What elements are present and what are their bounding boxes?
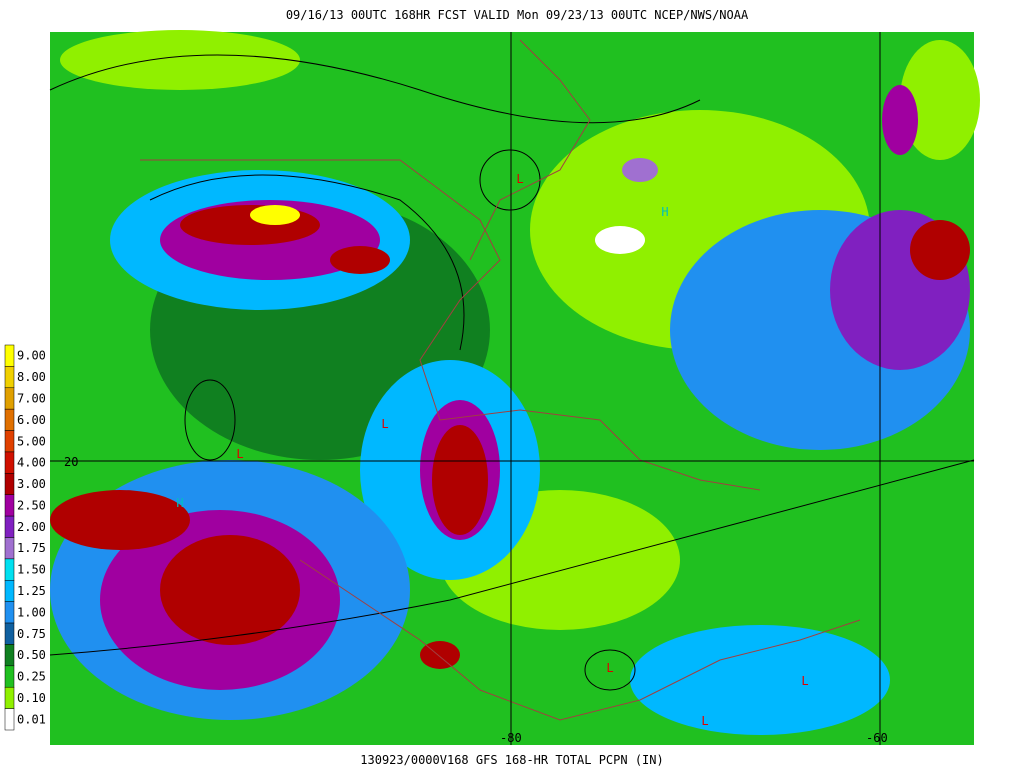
graticule (50, 32, 974, 745)
legend-label: 1.25 (17, 584, 46, 598)
legend-swatch (4, 515, 15, 538)
pressure-markers: L H L L H L L L (176, 172, 808, 728)
legend-label: 5.00 (17, 434, 46, 448)
legend-label: 3.00 (17, 477, 46, 491)
legend-swatch (4, 644, 15, 667)
legend-label: 8.00 (17, 370, 46, 384)
legend-swatch (4, 344, 15, 367)
pressure-marker: L (516, 172, 523, 186)
legend-label: 1.50 (17, 563, 46, 577)
legend-label: 1.75 (17, 541, 46, 555)
legend-swatch (4, 451, 15, 474)
legend-label: 1.00 (17, 605, 46, 619)
header-title: 09/16/13 00UTC 168HR FCST VALID Mon 09/2… (286, 8, 749, 22)
legend-swatch (4, 537, 15, 560)
legend: 9.00 8.00 7.00 6.00 5.00 4.00 3.00 2.50 2.00 1.75… (4, 344, 46, 731)
legend-swatch (4, 408, 15, 431)
legend-swatch (4, 601, 15, 624)
pressure-marker: L (236, 447, 243, 461)
precip-field (50, 30, 980, 735)
legend-swatch (4, 366, 15, 389)
legend-label: 2.50 (17, 498, 46, 512)
legend-swatch (4, 622, 15, 645)
legend-label: 2.00 (17, 520, 46, 534)
legend-swatch (4, 430, 15, 453)
legend-swatch (4, 558, 15, 581)
legend-label: 9.00 (17, 349, 46, 363)
legend-label: 0.50 (17, 648, 46, 662)
legend-swatch (4, 665, 15, 688)
legend-swatch (4, 387, 15, 410)
map: 20 -80 -60 L H L L H L L L (49, 30, 980, 745)
lon-label: -80 (500, 731, 522, 745)
legend-label: 6.00 (17, 413, 46, 427)
legend-swatch (4, 580, 15, 602)
pressure-marker: L (606, 661, 613, 675)
pressure-contours (49, 54, 975, 691)
footer-caption: 130923/0000V168 GFS 168-HR TOTAL PCPN (I… (360, 753, 663, 767)
legend-label: 0.01 (17, 712, 46, 726)
pressure-marker: L (801, 674, 808, 688)
lon-label: -60 (866, 731, 888, 745)
legend-label: 0.25 (17, 670, 46, 684)
legend-swatch (4, 473, 15, 495)
legend-swatch (4, 686, 15, 709)
legend-label: 0.75 (17, 627, 46, 641)
pressure-marker: H (176, 496, 183, 510)
legend-swatch (4, 494, 15, 517)
pressure-marker: L (381, 417, 388, 431)
pressure-marker: H (661, 205, 668, 219)
coastlines (140, 39, 861, 721)
legend-swatch (4, 708, 15, 731)
legend-label: 4.00 (17, 456, 46, 470)
legend-label: 0.10 (17, 691, 46, 705)
pressure-marker: L (701, 714, 708, 728)
lat-label: 20 (64, 455, 78, 469)
legend-label: 7.00 (17, 391, 46, 405)
